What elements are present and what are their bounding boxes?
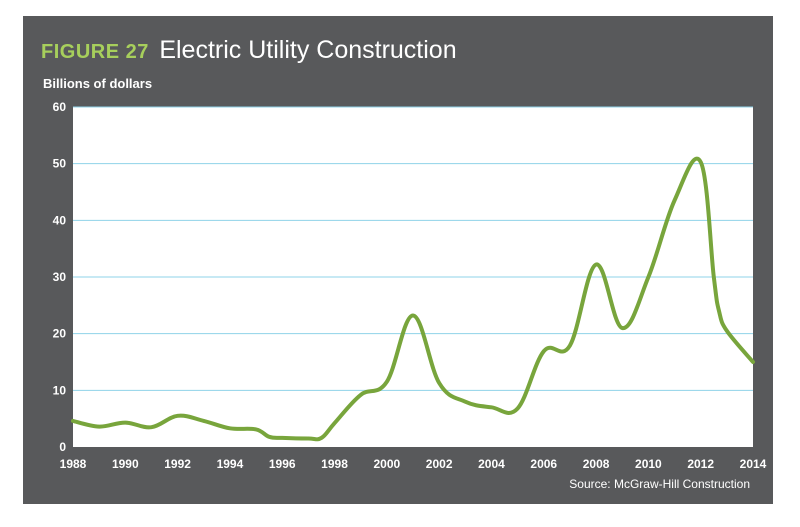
x-tick-label: 2004 bbox=[478, 457, 505, 471]
x-tick-labels: 1988 1990 1992 1994 1996 1998 2000 2002 2004 2006… bbox=[60, 457, 767, 471]
x-tick-label: 2010 bbox=[635, 457, 662, 471]
chart-title: Electric Utility Construction bbox=[159, 36, 457, 64]
figure-header: FIGURE 27 Electric Utility Construction bbox=[41, 36, 457, 66]
x-tick-label: 2012 bbox=[687, 457, 714, 471]
x-tick-label: 2008 bbox=[583, 457, 610, 471]
y-tick-label: 50 bbox=[53, 157, 67, 171]
series-line bbox=[71, 156, 755, 442]
x-tick-label: 1996 bbox=[269, 457, 296, 471]
x-tick-label: 1998 bbox=[321, 457, 348, 471]
source-note: Source: McGraw-Hill Construction bbox=[569, 477, 750, 491]
y-tick-label: 40 bbox=[53, 213, 67, 227]
x-tick-label: 2006 bbox=[530, 457, 557, 471]
y-axis-label: Billions of dollars bbox=[43, 76, 153, 91]
y-tick-label: 10 bbox=[53, 383, 67, 397]
grid-lines bbox=[73, 106, 753, 391]
x-tick-label: 1988 bbox=[60, 457, 87, 471]
x-tick-label: 2014 bbox=[740, 457, 767, 471]
x-tick-label: 1992 bbox=[164, 457, 191, 471]
figure-label: FIGURE 27 bbox=[41, 41, 149, 63]
x-tick-label: 1994 bbox=[217, 457, 244, 471]
y-tick-labels: 0 10 20 30 40 50 60 bbox=[53, 100, 67, 454]
x-tick-label: 2000 bbox=[373, 457, 400, 471]
x-tick-label: 2002 bbox=[426, 457, 453, 471]
y-tick-label: 0 bbox=[59, 440, 66, 454]
x-tick-label: 1990 bbox=[112, 457, 139, 471]
y-tick-label: 20 bbox=[53, 327, 67, 341]
y-tick-label: 60 bbox=[53, 100, 67, 114]
y-tick-label: 30 bbox=[53, 270, 67, 284]
